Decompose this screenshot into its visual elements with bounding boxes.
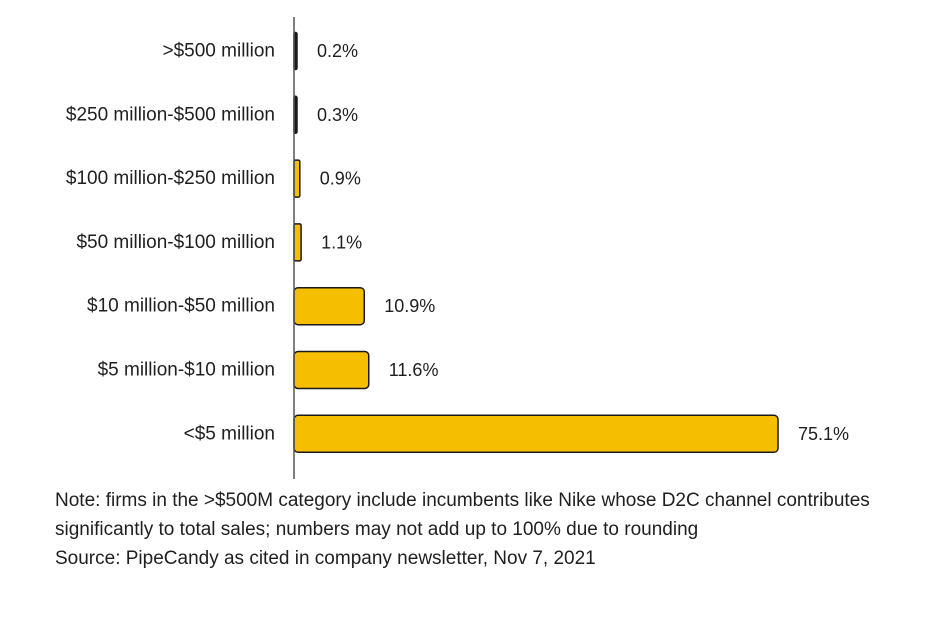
category-label-0: >$500 million	[163, 41, 276, 62]
value-label-2: 0.9%	[320, 169, 361, 189]
value-label-0: 0.2%	[317, 41, 358, 61]
category-label-3: $50 million-$100 million	[76, 232, 275, 253]
bar-chart: >$500 million $250 million-$500 million $1…	[66, 17, 849, 479]
chart-footer: Note: firms in the >$500M category inclu…	[55, 486, 875, 573]
bar-2	[293, 159, 301, 198]
category-label-4: $10 million-$50 million	[87, 296, 275, 317]
chart-source: Source: PipeCandy as cited in company ne…	[55, 548, 596, 569]
bars-layer	[293, 31, 779, 454]
value-label-5: 11.6%	[389, 360, 439, 380]
value-label-6: 75.1%	[798, 424, 849, 444]
bar-6	[293, 414, 779, 454]
category-label-5: $5 million-$10 million	[98, 360, 275, 381]
bar-5	[293, 350, 370, 390]
category-label-2: $100 million-$250 million	[66, 168, 275, 189]
category-label-1: $250 million-$500 million	[66, 104, 275, 125]
category-label-6: <$5 million	[184, 423, 275, 444]
value-labels: 0.2% 0.3% 0.9% 1.1% 10.9% 11.6% 75.1%	[317, 41, 849, 444]
category-labels: >$500 million $250 million-$500 million $1…	[66, 41, 275, 445]
value-label-1: 0.3%	[317, 105, 358, 125]
value-label-3: 1.1%	[321, 232, 362, 252]
bar-3	[293, 223, 302, 262]
value-label-4: 10.9%	[384, 296, 435, 316]
bar-4	[293, 286, 365, 326]
chart-note: Note: firms in the >$500M category inclu…	[55, 490, 870, 540]
